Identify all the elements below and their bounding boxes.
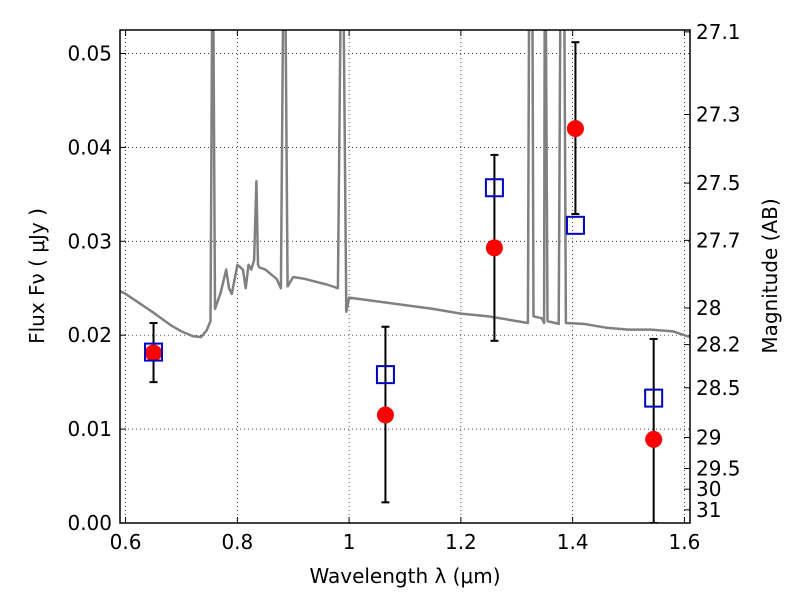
x-tick-label: 1.2 (445, 530, 477, 554)
y-tick-label: 0.04 (67, 135, 112, 159)
y-axis: 0.00 0.01 0.02 0.03 0.04 0.05 (67, 41, 126, 535)
x-tick-label: 1 (343, 530, 356, 554)
y-tick-label: 0.03 (67, 229, 112, 253)
magnitude-tick-label: 28.5 (696, 376, 741, 400)
y-axis-label: Flux Fν ( μJy ) (25, 208, 49, 344)
magnitude-tick-label: 28.2 (696, 333, 741, 357)
magnitude-tick-label: 29.5 (696, 457, 741, 481)
sed-model-line (120, 30, 690, 339)
y-tick-label: 0.00 (67, 511, 112, 535)
y-tick-label: 0.01 (67, 417, 112, 441)
model-flux-square (375, 365, 395, 385)
observed-flux-point (566, 120, 584, 138)
magnitude-tick-label: 27.5 (696, 171, 741, 195)
model-flux-square (484, 178, 504, 198)
x-tick-label: 1.6 (669, 530, 701, 554)
magnitude-tick-label: 29 (696, 426, 721, 450)
x-tick-label: 0.6 (110, 530, 142, 554)
plot-layer (120, 30, 690, 523)
observed-flux-point (645, 430, 663, 448)
y-tick-label: 0.02 (67, 323, 112, 347)
model-flux-square (144, 342, 164, 362)
y-tick-label: 0.05 (67, 41, 112, 65)
observed-flux-point (145, 344, 163, 362)
x-axis: 0.6 0.8 1 1.2 1.4 1.6 (110, 30, 701, 554)
observed-flux-point (376, 406, 394, 424)
magnitude-tick-label: 27.3 (696, 103, 741, 127)
model-flux-square (644, 388, 664, 408)
model-flux-square (565, 215, 585, 235)
x-axis-label: Wavelength λ (μm) (309, 564, 500, 588)
magnitude-tick-label: 30 (696, 477, 721, 501)
x-tick-label: 0.8 (221, 530, 253, 554)
x-tick-label: 1.4 (557, 530, 589, 554)
observed-flux-point (485, 239, 503, 257)
magnitude-tick-label: 27.7 (696, 228, 741, 252)
grid-layer (120, 30, 690, 524)
magnitude-tick-label: 28 (696, 296, 721, 320)
plot-frame (119, 29, 691, 524)
magnitude-tick-label: 31 (696, 498, 721, 522)
magnitude-axis-label: Magnitude (AB) (758, 198, 782, 353)
magnitude-tick-label: 27.1 (696, 20, 741, 44)
